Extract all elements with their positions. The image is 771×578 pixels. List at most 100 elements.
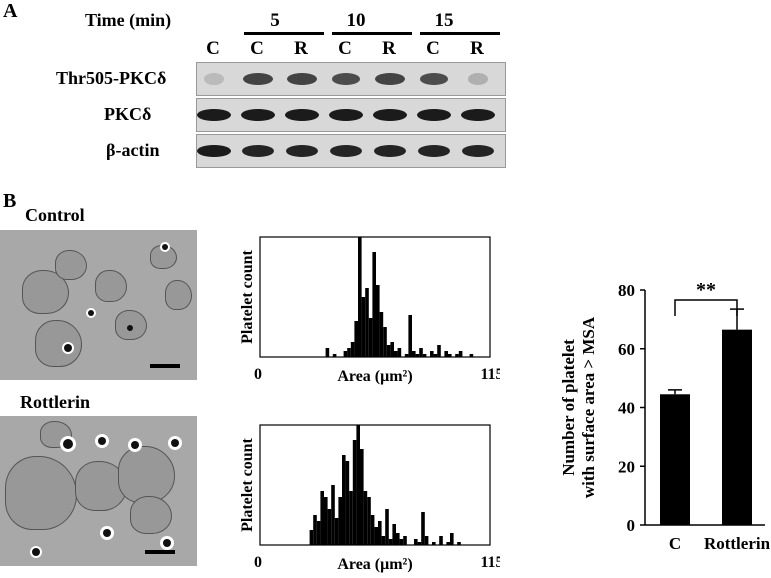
significance-bracket bbox=[674, 299, 738, 316]
lane-label-5: R bbox=[382, 38, 396, 59]
control-hist-bar bbox=[458, 351, 463, 357]
rottlerin-hist-bar bbox=[309, 530, 314, 545]
time-group-10: 10 bbox=[346, 10, 366, 31]
blot-band bbox=[329, 145, 363, 157]
control-hist-bar bbox=[433, 354, 438, 357]
control-hist-bar bbox=[325, 348, 330, 357]
rottlerin-hist-bar bbox=[414, 539, 418, 545]
control-hist-bar bbox=[383, 327, 387, 357]
rottlerin-hist-bar bbox=[352, 440, 357, 545]
blot-strip-thr505 bbox=[196, 62, 506, 96]
surface-area-bar-chart: 0 20 40 60 80 C Rottlerin ** Number of plateletw… bbox=[559, 279, 771, 553]
blot-band bbox=[419, 73, 449, 85]
control-hist-bar bbox=[394, 351, 398, 357]
control-hist-bar bbox=[332, 354, 337, 357]
blot-band bbox=[373, 109, 407, 121]
control-hist-bar bbox=[404, 354, 409, 357]
blot-strip-actin bbox=[196, 134, 506, 168]
blot-band bbox=[241, 145, 275, 157]
rottlerin-hist-bar bbox=[345, 461, 350, 545]
rottlerin-hist-bar bbox=[356, 425, 360, 545]
bar-ytick-label: 60 bbox=[618, 340, 635, 359]
blot-band bbox=[461, 109, 495, 121]
rottlerin-hist-bar bbox=[421, 512, 425, 545]
rottlerin-hist-bar bbox=[399, 539, 404, 545]
control-hist-bar bbox=[412, 351, 416, 357]
blot-band bbox=[417, 109, 451, 121]
control-hist-bar bbox=[448, 354, 452, 357]
blot-band bbox=[331, 73, 361, 85]
control-hist-bar bbox=[390, 342, 394, 357]
blot-band bbox=[375, 73, 405, 85]
control-hist-xtick-0: 0 bbox=[254, 366, 262, 383]
rottlerin-hist-bar bbox=[439, 536, 443, 545]
rottlerin-hist-bar bbox=[331, 485, 335, 545]
rottlerin-hist-bar bbox=[432, 542, 436, 545]
blot-band bbox=[197, 109, 231, 121]
control-hist-bar bbox=[415, 354, 420, 357]
rottlerin-hist-bar bbox=[378, 521, 382, 545]
rottlerin-hist-bar bbox=[324, 497, 328, 545]
bar-category-label: Rottlerin bbox=[704, 534, 771, 553]
control-hist-bar bbox=[379, 312, 384, 357]
blot-band bbox=[467, 73, 489, 85]
rottlerin-hist-bar bbox=[417, 542, 422, 545]
rottlerin-micrograph bbox=[0, 416, 197, 566]
control-hist-bar bbox=[354, 321, 358, 357]
rottlerin-hist-xtick-0: 0 bbox=[254, 554, 262, 571]
rottlerin-hist-bar bbox=[327, 509, 332, 545]
rottlerin-hist-bar bbox=[342, 455, 346, 545]
rottlerin-hist-bar bbox=[392, 524, 396, 545]
control-hist-bar bbox=[343, 351, 348, 357]
time-axis-label: Time (min) bbox=[85, 10, 172, 30]
rottlerin-hist-bar bbox=[338, 497, 342, 545]
rottlerin-hist-bar bbox=[457, 542, 461, 545]
rottlerin-hist-xlabel: Area (μm²) bbox=[337, 556, 412, 573]
lane-label-4: C bbox=[338, 38, 352, 59]
rottlerin-hist-bar bbox=[385, 509, 389, 545]
control-hist-bar bbox=[358, 237, 362, 357]
control-hist-bar bbox=[350, 342, 355, 357]
rottlerin-hist-bar bbox=[349, 491, 353, 545]
rottlerin-hist-bar bbox=[403, 536, 407, 545]
control-hist-bar bbox=[368, 318, 373, 357]
time-group-5: 5 bbox=[270, 10, 280, 31]
bar-rottlerin bbox=[722, 329, 752, 525]
control-hist-bar bbox=[430, 351, 434, 357]
blot-band bbox=[373, 145, 407, 157]
control-hist-xtick-1: 115 bbox=[480, 366, 500, 383]
bar-ylabel-line: Number of platelet bbox=[559, 339, 578, 476]
rottlerin-histogram: 0 115 Area (μm²) Platelet count bbox=[239, 424, 500, 573]
bar-ytick-label: 80 bbox=[618, 281, 635, 300]
blot-band bbox=[204, 73, 224, 85]
significance-label: ** bbox=[696, 279, 716, 301]
rottlerin-hist-bar bbox=[320, 491, 324, 545]
bar-ytick-label: 20 bbox=[618, 457, 635, 476]
blot-row-label-thr505: Thr505-PKCδ bbox=[56, 68, 167, 88]
control-hist-bar bbox=[444, 351, 448, 357]
blot-row-label-actin: β-actin bbox=[106, 140, 160, 160]
control-micrograph bbox=[0, 230, 197, 380]
control-hist-ylabel: Platelet count bbox=[239, 249, 256, 343]
control-hist-bar bbox=[455, 354, 459, 357]
rottlerin-hist-bar bbox=[374, 527, 378, 545]
control-hist-bar bbox=[365, 288, 369, 357]
lane-label-3: R bbox=[294, 38, 308, 59]
rottlerin-hist-bar bbox=[370, 515, 375, 545]
control-hist-bar bbox=[422, 354, 427, 357]
rottlerin-image-label: Rottlerin bbox=[20, 392, 90, 412]
rottlerin-hist-bar bbox=[446, 542, 450, 545]
lane-label-2: C bbox=[250, 38, 264, 59]
control-hist-bar bbox=[386, 345, 391, 357]
rottlerin-hist-bar bbox=[360, 449, 364, 545]
bar-ytick-label: 40 bbox=[618, 399, 635, 418]
blot-band bbox=[285, 145, 319, 157]
rottlerin-hist-bar bbox=[388, 539, 393, 545]
time-group-15-underline bbox=[420, 32, 500, 35]
rottlerin-hist-bar bbox=[450, 533, 454, 545]
bar-ylabel-line: with surface area > MSA bbox=[579, 316, 598, 498]
control-hist-bar bbox=[437, 345, 441, 357]
lane-label-7: R bbox=[470, 38, 484, 59]
control-hist-bar bbox=[361, 297, 366, 357]
